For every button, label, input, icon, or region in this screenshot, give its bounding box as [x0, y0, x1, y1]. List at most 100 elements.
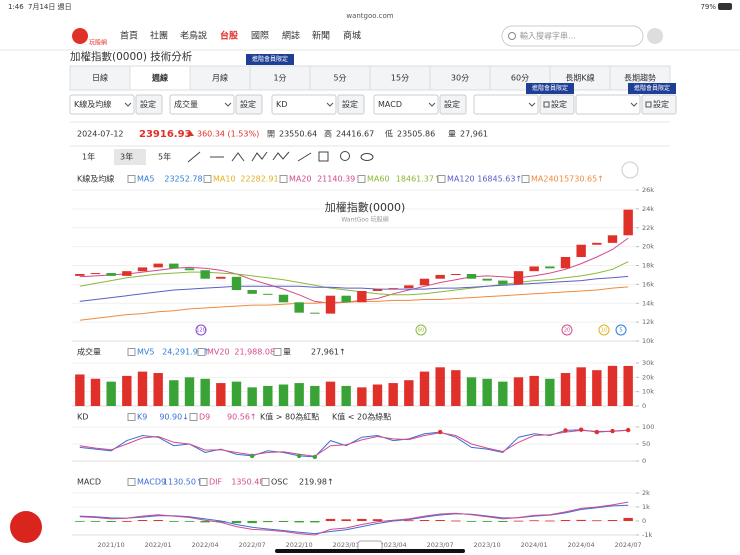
- legend-name[interactable]: MA120: [447, 175, 475, 184]
- select-label[interactable]: KD: [276, 100, 287, 109]
- legend-name[interactable]: MA60: [367, 175, 390, 184]
- tool-ray[interactable]: [297, 152, 312, 162]
- select-box[interactable]: [69, 94, 135, 115]
- tab-label[interactable]: 15分: [391, 74, 409, 83]
- legend-value[interactable]: 22282.91↑: [240, 175, 285, 184]
- legend-value[interactable]: 21,988.08↑: [234, 348, 281, 357]
- tab-label[interactable]: 週線: [151, 73, 168, 83]
- select-box[interactable]: [373, 94, 439, 115]
- logo-icon[interactable]: [72, 28, 88, 44]
- settings-button[interactable]: [235, 94, 263, 115]
- settings-label[interactable]: 設定: [653, 99, 669, 109]
- legend-value[interactable]: 15730.65↑: [559, 175, 604, 184]
- legend-checkbox[interactable]: [261, 478, 270, 486]
- tool-rect[interactable]: [318, 151, 329, 162]
- legend-name[interactable]: MV5: [137, 348, 154, 357]
- nav-item[interactable]: 社團: [150, 30, 168, 42]
- legend-checkbox[interactable]: [127, 348, 136, 356]
- legend-checkbox[interactable]: [127, 478, 136, 486]
- settings-button[interactable]: [439, 94, 467, 115]
- legend-name[interactable]: MA20: [289, 175, 312, 184]
- tool-circle[interactable]: [340, 151, 350, 161]
- legend-name[interactable]: OSC: [271, 478, 288, 487]
- legend-value[interactable]: 90.90↓: [159, 413, 189, 422]
- select-label[interactable]: K線及均線: [74, 99, 111, 109]
- logo-text[interactable]: 玩股網: [89, 39, 107, 47]
- legend-name[interactable]: MV20: [207, 348, 230, 357]
- nav-item[interactable]: 網誌: [282, 30, 300, 42]
- legend-checkbox[interactable]: [521, 175, 530, 183]
- legend-name[interactable]: MA240: [531, 175, 559, 184]
- settings-label[interactable]: 設定: [240, 99, 256, 109]
- legend-value[interactable]: 1350.48↑: [231, 478, 271, 487]
- legend-name[interactable]: 量: [283, 348, 291, 357]
- nav-item[interactable]: 首頁: [120, 30, 138, 42]
- legend-name[interactable]: DIF: [209, 478, 223, 487]
- tool-angle[interactable]: [231, 152, 245, 162]
- settings-label[interactable]: 設定: [140, 99, 156, 109]
- legend-value[interactable]: 219.98↑: [299, 478, 334, 487]
- legend-checkbox[interactable]: [279, 175, 288, 183]
- tab-label[interactable]: 30分: [451, 74, 469, 83]
- legend-name[interactable]: MA5: [137, 175, 154, 184]
- legend-value[interactable]: 18461.37↑: [396, 175, 441, 184]
- nav-item[interactable]: 新聞: [312, 30, 330, 42]
- select-box[interactable]: [575, 94, 641, 115]
- tab-label[interactable]: 1分: [273, 74, 286, 83]
- select-box[interactable]: [271, 94, 337, 115]
- legend-checkbox[interactable]: [357, 175, 366, 183]
- legend-name[interactable]: MACD9: [137, 478, 166, 487]
- tool-line[interactable]: [187, 151, 201, 163]
- search-box[interactable]: [501, 25, 644, 47]
- range-button[interactable]: 1年: [82, 152, 95, 162]
- select-label[interactable]: MACD: [378, 100, 402, 109]
- legend-checkbox[interactable]: [127, 413, 136, 421]
- legend-checkbox[interactable]: [203, 175, 212, 183]
- tab[interactable]: [309, 65, 371, 91]
- legend-checkbox[interactable]: [197, 348, 206, 356]
- legend-value[interactable]: 23252.78↑: [164, 175, 209, 184]
- avatar[interactable]: [647, 28, 663, 44]
- tab-label[interactable]: 月線: [212, 73, 228, 83]
- settings-button[interactable]: [135, 94, 163, 115]
- tab[interactable]: [69, 65, 131, 91]
- select-box[interactable]: [169, 94, 235, 115]
- legend-value[interactable]: 90.56↑: [227, 413, 257, 422]
- nav-item[interactable]: 國際: [251, 30, 269, 42]
- tool-wave2[interactable]: [272, 151, 290, 161]
- tool-wave[interactable]: [251, 151, 268, 162]
- legend-checkbox[interactable]: [199, 478, 208, 486]
- legend-name[interactable]: K9: [137, 413, 147, 422]
- legend-value[interactable]: 16845.63↑: [477, 175, 522, 184]
- legend-checkbox[interactable]: [273, 348, 282, 356]
- tab[interactable]: [429, 65, 491, 91]
- legend-checkbox[interactable]: [127, 175, 136, 183]
- tab-label[interactable]: 60分: [511, 74, 529, 83]
- chat-button[interactable]: [10, 511, 42, 543]
- select-label[interactable]: 成交量: [174, 99, 198, 109]
- legend-value[interactable]: 21140.39↑: [317, 175, 362, 184]
- legend-name[interactable]: MA10: [213, 175, 236, 184]
- legend-value[interactable]: 24,291.99↑: [162, 348, 209, 357]
- tab-label[interactable]: 長期趨勢: [624, 73, 656, 83]
- legend-value[interactable]: 1130.50↑: [163, 478, 203, 487]
- tab-label[interactable]: 長期K線: [565, 73, 594, 83]
- settings-button[interactable]: [539, 94, 575, 115]
- legend-checkbox[interactable]: [189, 413, 198, 421]
- settings-label[interactable]: 設定: [444, 99, 460, 109]
- settings-button[interactable]: [337, 94, 365, 115]
- settings-label[interactable]: 設定: [551, 99, 567, 109]
- nav-item[interactable]: 老鳥說: [180, 30, 207, 42]
- range-button[interactable]: 3年: [120, 152, 133, 162]
- legend-checkbox[interactable]: [437, 175, 446, 183]
- range-button[interactable]: 5年: [158, 152, 171, 162]
- tool-hide[interactable]: [360, 153, 374, 161]
- tab-label[interactable]: 日線: [92, 73, 108, 83]
- legend-value[interactable]: 27,961↑: [311, 348, 346, 357]
- select-box[interactable]: [473, 94, 539, 115]
- tab[interactable]: [369, 65, 431, 91]
- tab-label[interactable]: 5分: [333, 74, 346, 83]
- settings-label[interactable]: 設定: [342, 99, 358, 109]
- nav-item[interactable]: 台股: [220, 30, 238, 42]
- settings-button[interactable]: [641, 94, 677, 115]
